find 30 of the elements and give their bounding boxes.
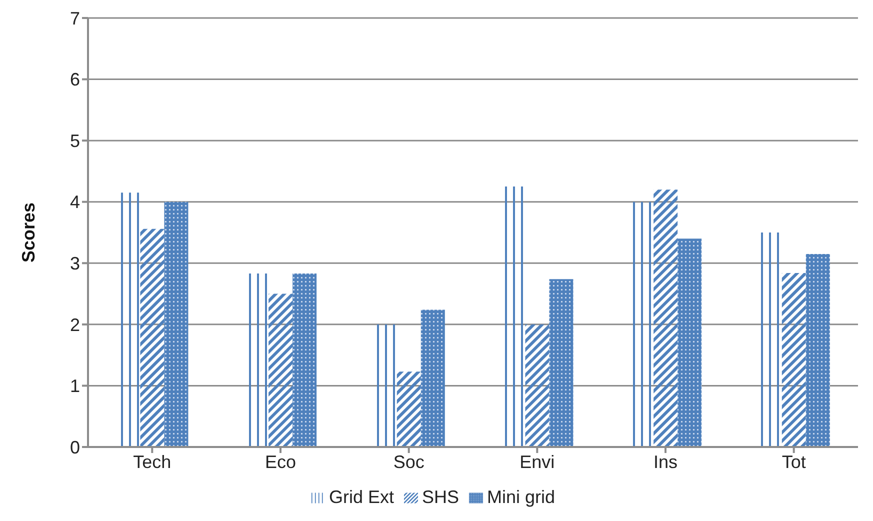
bar — [525, 324, 550, 447]
bar — [268, 294, 293, 447]
y-tick-label: 5 — [70, 130, 80, 151]
bar — [654, 190, 678, 447]
bar — [140, 228, 164, 447]
bar — [396, 372, 421, 447]
y-axis-title: Scores — [18, 202, 38, 263]
x-tick-label: Tech — [133, 452, 172, 472]
bar — [806, 254, 830, 447]
x-tick-label: Envi — [520, 452, 555, 472]
bar — [549, 279, 574, 447]
bar — [678, 238, 702, 447]
y-tick-label: 7 — [70, 8, 80, 28]
x-tick-label: Ins — [653, 452, 678, 472]
x-tick-label: Eco — [264, 452, 296, 472]
bar — [292, 274, 317, 447]
y-tick-label: 1 — [70, 376, 80, 396]
legend-label: Mini grid — [487, 487, 556, 507]
x-tick-label: Soc — [393, 452, 424, 472]
legend-label: Grid Ext — [328, 487, 394, 507]
bar — [782, 272, 806, 447]
bar — [420, 310, 445, 447]
y-tick-label: 6 — [70, 70, 80, 90]
y-tick-label: 3 — [70, 254, 80, 274]
y-tick-label: 2 — [70, 314, 80, 335]
bar — [164, 202, 188, 447]
y-tick-label: 4 — [70, 192, 80, 212]
legend-label: SHS — [422, 487, 459, 507]
y-tick-label: 0 — [70, 437, 80, 458]
x-tick-label: Tot — [782, 452, 806, 472]
